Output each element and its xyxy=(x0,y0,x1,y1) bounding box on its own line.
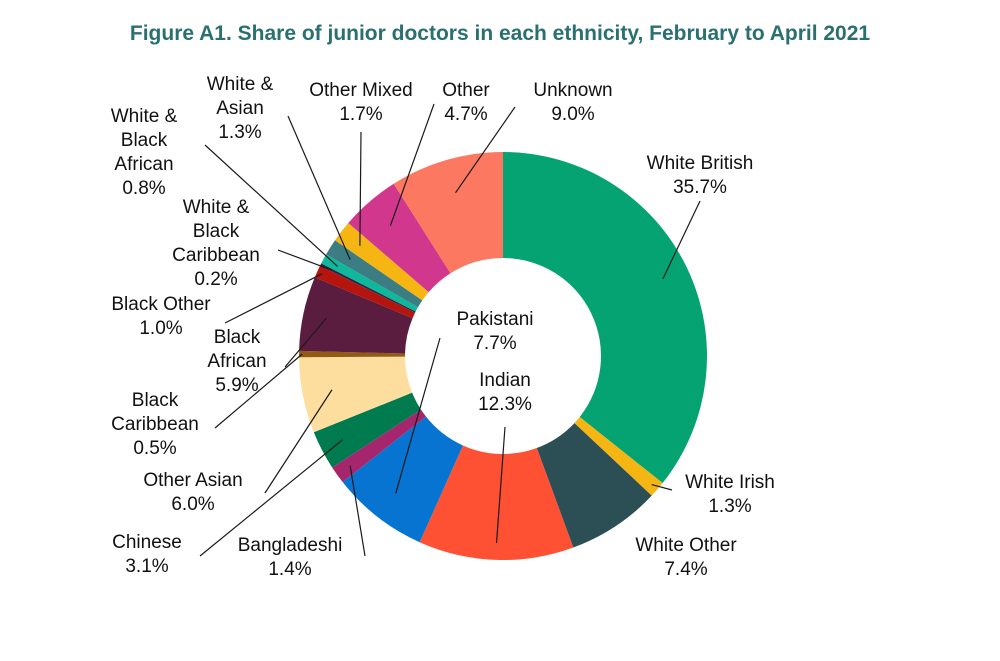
leader-line-white-black-caribbean xyxy=(277,249,333,271)
slice-indian xyxy=(419,445,574,560)
value-label-black-african: 5.9% xyxy=(215,375,258,396)
label-white-other: White Other 7.4% xyxy=(635,535,737,580)
leader-line-black-other xyxy=(224,273,323,324)
category-label-bangladeshi: Bangladeshi xyxy=(238,535,343,556)
slice-white-black-caribbean xyxy=(320,263,416,313)
category-label-white-black-african: Black xyxy=(121,130,168,151)
value-label-pakistani: 7.7% xyxy=(473,333,516,354)
label-white-asian: White & Asian 1.3% xyxy=(207,74,274,143)
category-label-other: Other xyxy=(442,80,490,101)
category-label-white-irish: White Irish xyxy=(685,472,775,493)
value-label-white-irish: 1.3% xyxy=(708,496,751,517)
slice-group xyxy=(299,152,707,560)
category-label-white-black-caribbean: White & xyxy=(183,197,250,218)
label-indian: Indian 12.3% xyxy=(478,370,532,415)
label-white-british: White British 35.7% xyxy=(647,153,754,198)
category-label-white-black-caribbean: Caribbean xyxy=(172,245,260,266)
leader-line-other-mixed xyxy=(359,131,362,246)
chart-title: Figure A1. Share of junior doctors in ea… xyxy=(129,22,871,45)
category-label-indian: Indian xyxy=(479,370,531,391)
leader-line-white-asian xyxy=(287,115,351,260)
category-label-other-asian: Other Asian xyxy=(143,470,242,491)
category-label-black-caribbean: Black xyxy=(132,390,179,411)
leader-line-bangladeshi xyxy=(349,465,366,557)
value-label-black-caribbean: 0.5% xyxy=(133,438,176,459)
leader-line-black-african xyxy=(284,317,327,368)
category-label-pakistani: Pakistani xyxy=(456,309,533,330)
label-white-black-caribbean: White & Black Caribbean 0.2% xyxy=(172,197,260,290)
slice-other-mixed xyxy=(334,223,429,301)
value-label-chinese: 3.1% xyxy=(125,556,168,577)
category-label-white-black-caribbean: Black xyxy=(193,221,240,242)
value-label-white-asian: 1.3% xyxy=(218,122,261,143)
slice-bangladeshi xyxy=(332,409,426,483)
leader-line-group xyxy=(199,103,701,557)
value-label-other: 4.7% xyxy=(444,104,487,125)
leader-line-white-british xyxy=(662,200,701,280)
value-label-other-mixed: 1.7% xyxy=(339,104,382,125)
category-label-chinese: Chinese xyxy=(112,532,182,553)
slice-white-other xyxy=(536,423,652,548)
leader-line-black-caribbean xyxy=(214,353,303,429)
label-other-mixed: Other Mixed 1.7% xyxy=(309,80,412,125)
leader-line-unknown xyxy=(455,106,516,194)
label-chinese: Chinese 3.1% xyxy=(112,532,182,577)
category-label-black-african: African xyxy=(207,351,266,372)
leader-line-other-asian xyxy=(264,389,333,494)
category-label-other-mixed: Other Mixed xyxy=(309,80,412,101)
label-group: White British 35.7% White Irish 1.3% White O… xyxy=(111,74,775,580)
category-label-unknown: Unknown xyxy=(533,80,612,101)
slice-white-irish xyxy=(574,417,663,496)
label-white-black-african: White & Black African 0.8% xyxy=(111,106,178,199)
label-black-other: Black Other 1.0% xyxy=(111,294,211,339)
category-label-white-asian: White & xyxy=(207,74,274,95)
category-label-white-other: White Other xyxy=(635,535,737,556)
slice-black-other xyxy=(314,265,416,319)
value-label-white-other: 7.4% xyxy=(664,559,707,580)
leader-line-indian xyxy=(495,426,506,543)
value-label-black-other: 1.0% xyxy=(139,318,182,339)
category-label-black-caribbean: Caribbean xyxy=(111,414,199,435)
label-other: Other 4.7% xyxy=(442,80,490,125)
category-label-white-black-african: White & xyxy=(111,106,178,127)
category-label-black-african: Black xyxy=(214,327,261,348)
slice-other-asian xyxy=(299,356,413,433)
category-label-white-asian: Asian xyxy=(216,98,264,119)
label-white-irish: White Irish 1.3% xyxy=(685,472,775,517)
slice-white-british xyxy=(503,152,707,484)
label-black-caribbean: Black Caribbean 0.5% xyxy=(111,390,199,459)
slice-unknown xyxy=(393,152,503,274)
slice-black-caribbean xyxy=(299,350,406,358)
category-label-white-british: White British xyxy=(647,153,754,174)
value-label-white-black-african: 0.8% xyxy=(122,178,165,199)
label-bangladeshi: Bangladeshi 1.4% xyxy=(238,535,343,580)
leader-line-white-black-african xyxy=(204,144,339,267)
leader-line-white-irish xyxy=(651,484,673,491)
label-black-african: Black African 5.9% xyxy=(207,327,266,396)
value-label-other-asian: 6.0% xyxy=(171,494,214,515)
slice-white-asian xyxy=(326,240,423,308)
leader-line-chinese xyxy=(199,439,344,557)
slice-chinese xyxy=(313,392,421,468)
slice-other xyxy=(348,183,451,293)
slice-black-african xyxy=(299,277,413,354)
label-unknown: Unknown 9.0% xyxy=(533,80,612,125)
value-label-white-black-caribbean: 0.2% xyxy=(194,269,237,290)
label-other-asian: Other Asian 6.0% xyxy=(143,470,242,515)
label-pakistani: Pakistani 7.7% xyxy=(456,309,533,354)
leader-line-pakistani xyxy=(395,337,441,494)
value-label-white-british: 35.7% xyxy=(673,177,727,198)
value-label-bangladeshi: 1.4% xyxy=(268,559,311,580)
value-label-indian: 12.3% xyxy=(478,394,532,415)
leader-line-other xyxy=(389,103,435,226)
slice-pakistani xyxy=(342,416,463,543)
slice-white-black-african xyxy=(321,254,419,312)
category-label-white-black-african: African xyxy=(114,154,173,175)
category-label-black-other: Black Other xyxy=(111,294,211,315)
value-label-unknown: 9.0% xyxy=(551,104,594,125)
